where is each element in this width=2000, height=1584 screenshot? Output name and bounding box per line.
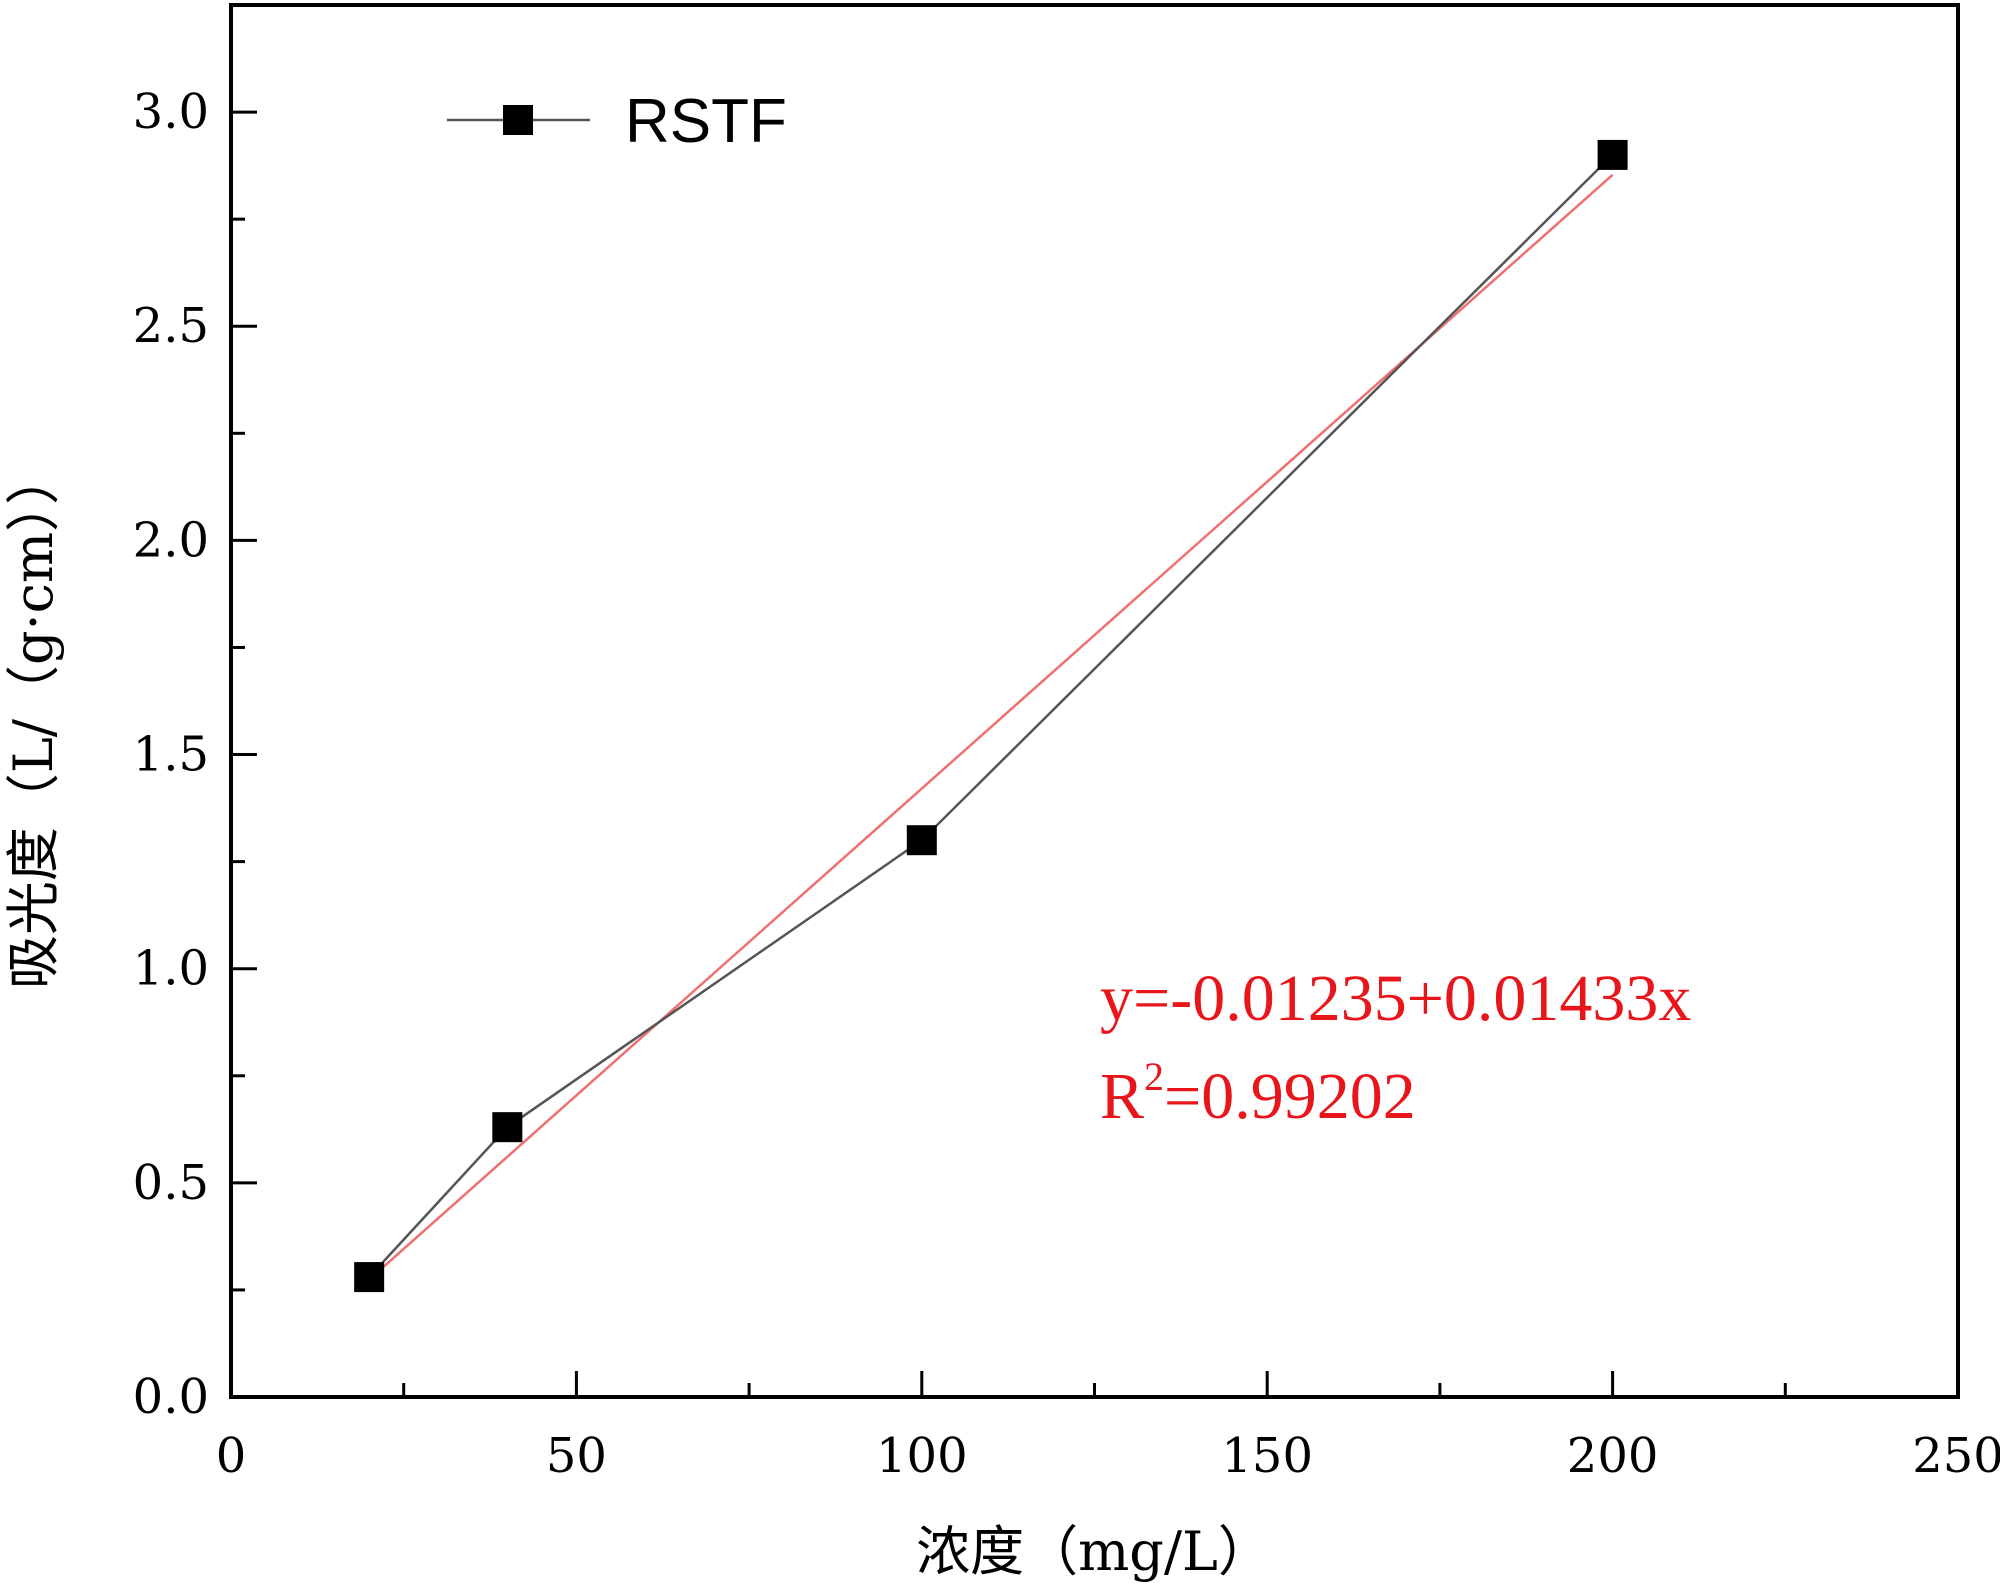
data-point xyxy=(492,1112,523,1143)
x-tick-label: 250 xyxy=(1912,1428,2000,1484)
y-tick-label: 0.5 xyxy=(133,1155,209,1211)
data-point xyxy=(354,1262,385,1293)
x-axis-title: 浓度（mg/L） xyxy=(916,1520,1272,1583)
x-tick-label: 50 xyxy=(546,1428,607,1484)
equation-label: y=-0.01235+0.01433x xyxy=(1100,962,1691,1035)
fit-annotation: y=-0.01235+0.01433x R2=0.99202 xyxy=(1100,962,1691,1133)
legend: RSTF xyxy=(447,87,787,156)
series-layer xyxy=(354,139,1628,1293)
data-point xyxy=(906,825,937,856)
r2-letter: R xyxy=(1100,1060,1144,1133)
y-axis-title: 吸光度（L/（g·cm）） xyxy=(2,451,65,989)
r2-value: =0.99202 xyxy=(1164,1060,1416,1133)
x-tick-label: 0 xyxy=(216,1428,247,1484)
y-tick-label: 1.5 xyxy=(133,727,209,783)
data-point xyxy=(1597,139,1628,170)
y-tick-label: 3.0 xyxy=(133,84,209,140)
r2-superscript: 2 xyxy=(1144,1054,1164,1099)
x-tick-label: 200 xyxy=(1567,1428,1659,1484)
tick-labels: 0 50 100 150 200 250 0.0 0.5 1.0 1.5 2.0 2.5 3.0 xyxy=(133,84,2000,1484)
x-tick-label: 150 xyxy=(1221,1428,1313,1484)
y-tick-label: 0.0 xyxy=(133,1369,209,1425)
ticks xyxy=(229,110,1960,1399)
y-tick-label: 2.0 xyxy=(133,512,209,568)
legend-label: RSTF xyxy=(625,87,787,156)
y-tick-label: 2.5 xyxy=(133,298,209,354)
series-line xyxy=(368,154,1614,1278)
legend-marker xyxy=(503,105,533,135)
r2-label: R2=0.99202 xyxy=(1100,1054,1416,1133)
plot-frame xyxy=(229,3,1960,1399)
y-tick-label: 1.0 xyxy=(133,941,209,997)
x-tick-label: 100 xyxy=(876,1428,968,1484)
